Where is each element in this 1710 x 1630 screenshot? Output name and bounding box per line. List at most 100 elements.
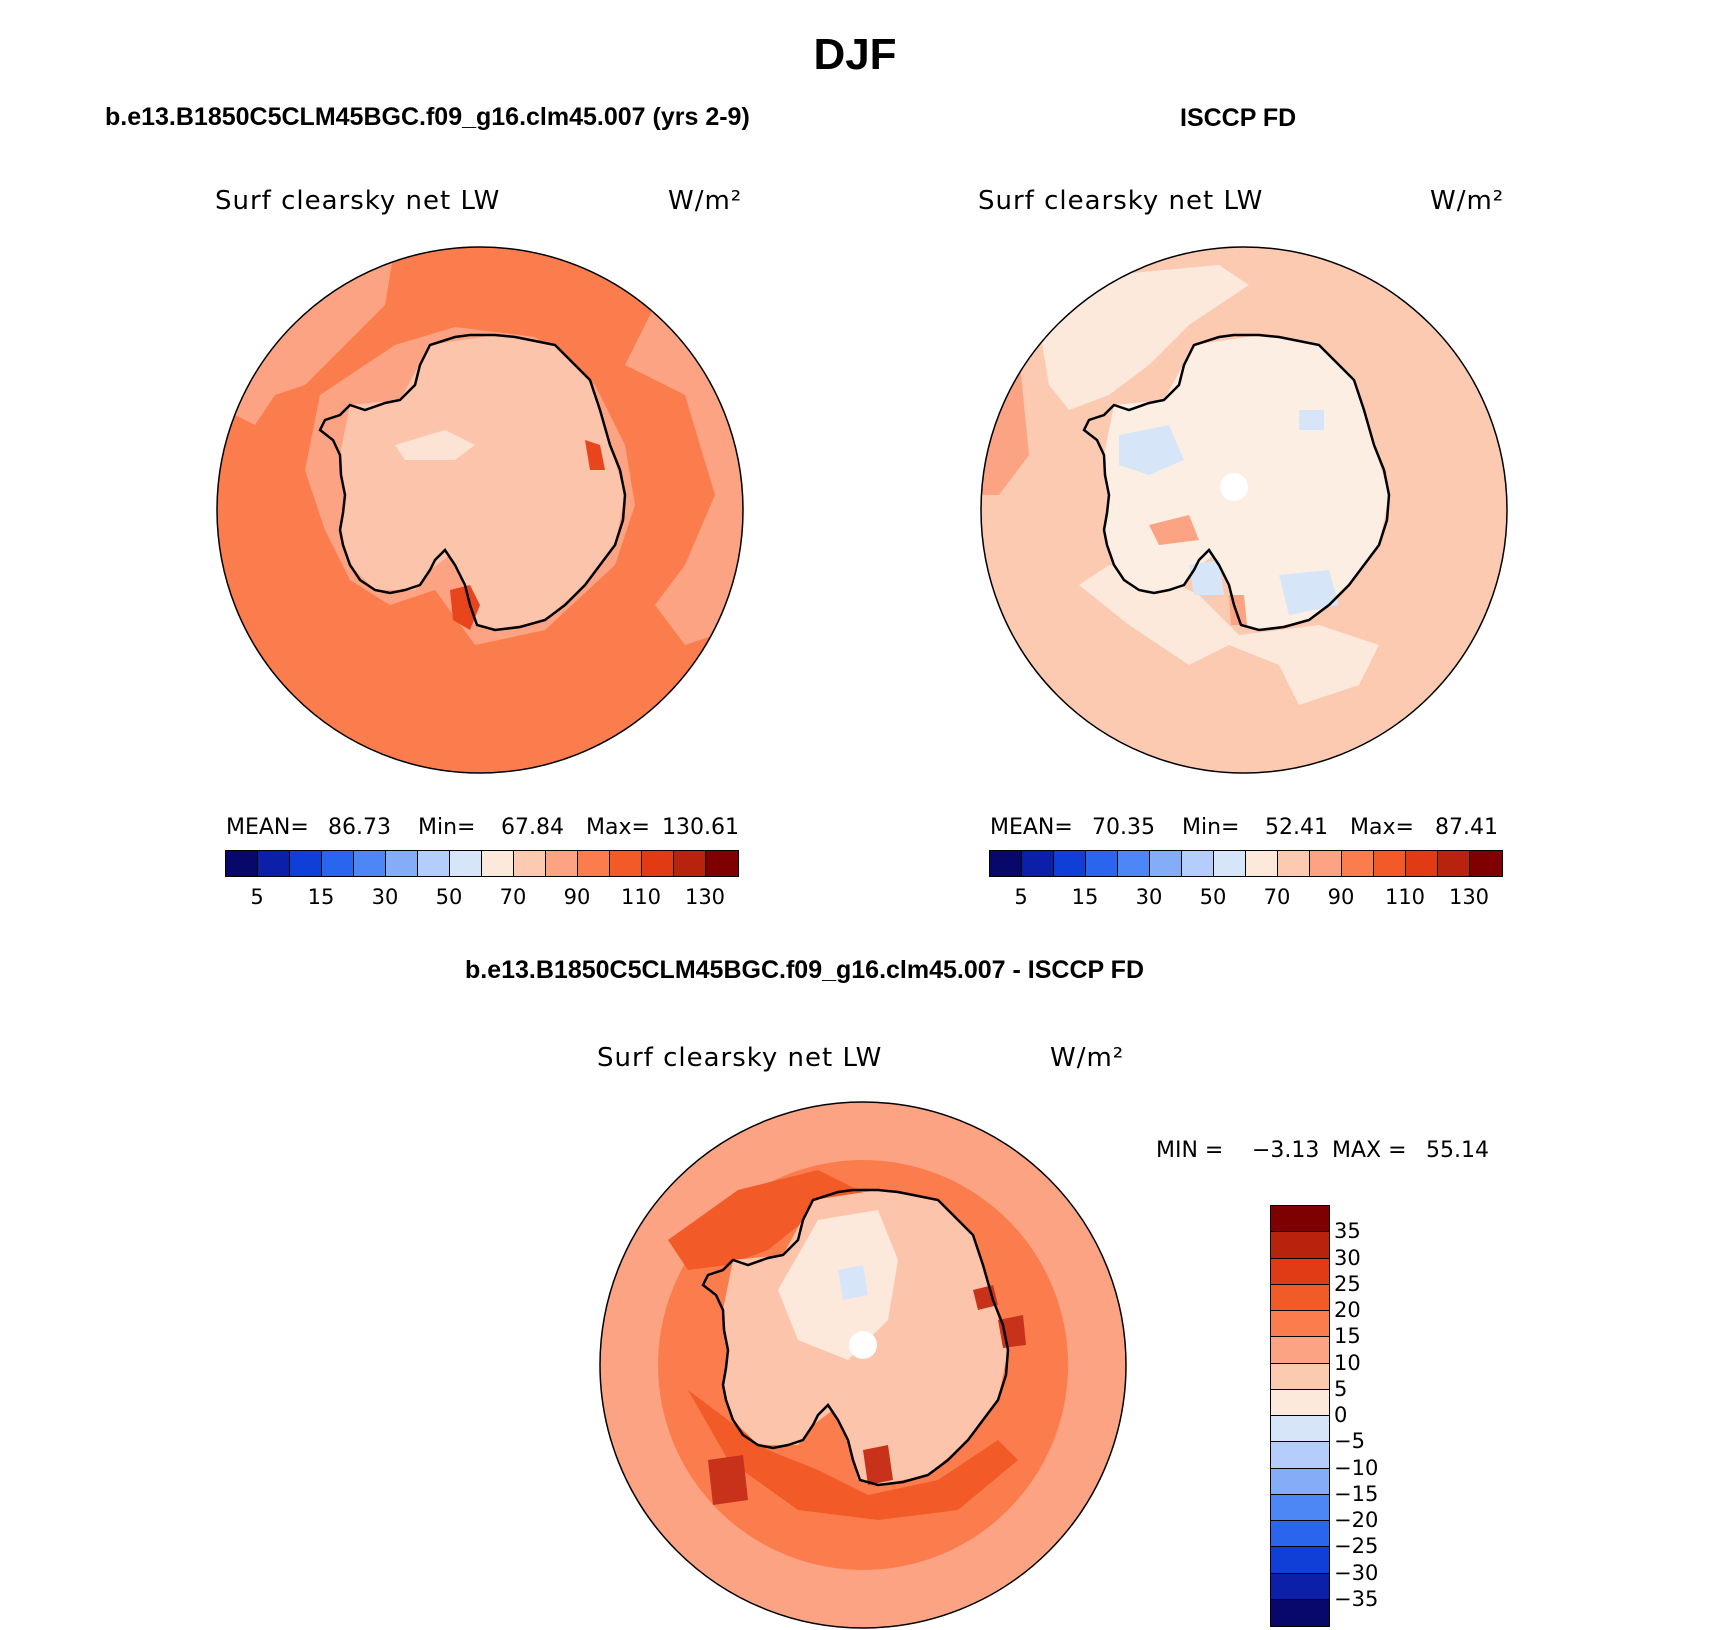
obs-colorbar-swatch xyxy=(1246,851,1278,876)
diff-min-label: MIN = xyxy=(1156,1138,1224,1163)
model-min-value: 67.84 xyxy=(501,815,564,840)
model-map-boundary xyxy=(216,246,744,774)
diff-colorbar-tick-label: −5 xyxy=(1334,1429,1365,1454)
diff-colorbar-tick-label: 10 xyxy=(1334,1350,1361,1375)
obs-cold-patch-4 xyxy=(1279,570,1339,615)
diff-colorbar-tick-label: 20 xyxy=(1334,1298,1361,1322)
model-hotspot-2 xyxy=(585,440,605,470)
obs-colorbar-tick-label: 70 xyxy=(1263,885,1291,909)
diff-coastline xyxy=(701,1188,1010,1487)
obs-colorbar-tick-label: 110 xyxy=(1384,885,1426,909)
diff-colorbar-swatch xyxy=(1271,1337,1329,1364)
obs-colorbar-swatch xyxy=(1086,851,1118,876)
model-colorbar-swatch xyxy=(610,851,642,876)
obs-max-value: 87.41 xyxy=(1435,815,1498,840)
model-colorbar-swatch xyxy=(546,851,578,876)
model-colorbar-swatch xyxy=(450,851,482,876)
model-polar-map xyxy=(216,246,744,774)
model-colorbar-swatch xyxy=(418,851,450,876)
obs-colorbar-tick-label: 90 xyxy=(1327,885,1355,909)
model-units-label: W/m² xyxy=(668,186,743,216)
diff-colorbar-tick-label: −10 xyxy=(1334,1455,1379,1480)
obs-min-label: Min= xyxy=(1182,815,1240,840)
model-field-label: Surf clearsky net LW xyxy=(215,186,501,216)
obs-polar-map xyxy=(980,246,1508,774)
diff-colorbar-swatch xyxy=(1271,1311,1329,1338)
obs-ocean-light-region-2 xyxy=(1079,565,1379,705)
diff-max-value: 55.14 xyxy=(1426,1138,1489,1163)
diff-min-value: −3.13 xyxy=(1252,1138,1320,1163)
model-max-label: Max= xyxy=(586,815,650,840)
obs-colorbar-tick-label: 15 xyxy=(1071,885,1099,909)
obs-colorbar-swatch xyxy=(1374,851,1406,876)
model-colorbar-swatch xyxy=(642,851,674,876)
obs-colorbar-swatch xyxy=(1150,851,1182,876)
model-colorbar-swatch xyxy=(290,851,322,876)
model-colorbar-swatch xyxy=(258,851,290,876)
obs-max-label: Max= xyxy=(1350,815,1414,840)
model-mean-label: MEAN= xyxy=(226,815,309,840)
diff-colorbar-swatch xyxy=(1271,1573,1329,1600)
diff-colorbar-swatch xyxy=(1271,1416,1329,1443)
diff-colorbar-swatch xyxy=(1271,1547,1329,1574)
diff-hotspot-2 xyxy=(708,1455,748,1505)
figure-title: DJF xyxy=(813,30,897,79)
diff-dark-band-2 xyxy=(688,1390,1018,1520)
obs-colorbar-swatch xyxy=(1470,851,1502,876)
diff-units-label: W/m² xyxy=(1050,1043,1125,1073)
obs-ocean-light-region xyxy=(1039,265,1249,410)
diff-colorbar-swatch xyxy=(1271,1284,1329,1311)
diff-colorbar xyxy=(1270,1205,1330,1627)
diff-colorbar-swatch xyxy=(1271,1363,1329,1390)
model-colorbar-tick-label: 5 xyxy=(250,885,264,909)
model-colorbar-swatch xyxy=(514,851,546,876)
model-ice-light-patch xyxy=(395,430,475,460)
diff-colorbar-tick-label: −20 xyxy=(1334,1508,1379,1532)
diff-hotspot-1 xyxy=(863,1445,893,1485)
model-antarctica-ice xyxy=(340,335,625,630)
obs-warm-patch-1 xyxy=(1149,515,1199,545)
obs-colorbar-tick-label: 30 xyxy=(1135,885,1163,909)
diff-colorbar-swatch xyxy=(1271,1494,1329,1521)
diff-colorbar-tick-label: 35 xyxy=(1334,1219,1361,1244)
diff-colorbar-swatch xyxy=(1271,1206,1329,1233)
obs-colorbar-swatch xyxy=(1406,851,1438,876)
model-colorbar-swatch xyxy=(706,851,738,876)
diff-colorbar-swatch xyxy=(1271,1599,1329,1626)
obs-cold-patch-2 xyxy=(1299,410,1324,430)
model-colorbar-ticks: 5 15 30 50 70 90 110 130 xyxy=(225,885,737,911)
diff-colorbar-tick-label: −35 xyxy=(1334,1586,1379,1611)
obs-stats: MEAN= 70.35 Min= 52.41 Max= 87.41 xyxy=(990,815,1510,845)
obs-units-label: W/m² xyxy=(1430,186,1505,216)
obs-field-label: Surf clearsky net LW xyxy=(978,186,1264,216)
diff-polar-map xyxy=(599,1101,1127,1629)
obs-coastline xyxy=(1082,333,1391,632)
diff-pole-hole xyxy=(849,1331,877,1359)
model-colorbar-tick-label: 15 xyxy=(307,885,335,909)
model-colorbar-tick-label: 90 xyxy=(563,885,591,909)
obs-panel-title: ISCCP FD xyxy=(1180,104,1297,132)
model-colorbar-swatch xyxy=(578,851,610,876)
obs-map-boundary xyxy=(980,246,1508,774)
model-colorbar-swatch xyxy=(354,851,386,876)
diff-colorbar-swatch xyxy=(1271,1468,1329,1495)
diff-cold-patch xyxy=(838,1265,868,1300)
model-colorbar-tick-label: 130 xyxy=(684,885,726,909)
diff-colorbar-swatch xyxy=(1271,1258,1329,1285)
obs-colorbar-swatch xyxy=(990,851,1022,876)
model-min-label: Min= xyxy=(418,815,476,840)
obs-colorbar-swatch xyxy=(1182,851,1214,876)
diff-colorbar-swatch xyxy=(1271,1521,1329,1548)
diff-stats: MIN = −3.13 MAX = 55.14 xyxy=(1156,1138,1556,1168)
diff-ice-light-region xyxy=(778,1210,898,1360)
obs-mean-label: MEAN= xyxy=(990,815,1073,840)
obs-colorbar-swatch xyxy=(1214,851,1246,876)
model-colorbar-swatch xyxy=(482,851,514,876)
obs-colorbar-swatch xyxy=(1054,851,1086,876)
obs-cold-patch-3 xyxy=(1189,560,1224,595)
obs-colorbar xyxy=(989,850,1503,877)
diff-colorbar-tick-label: 25 xyxy=(1334,1271,1361,1296)
diff-colorbar-tick-label: −25 xyxy=(1334,1534,1379,1559)
model-colorbar-swatch xyxy=(674,851,706,876)
obs-colorbar-tick-label: 130 xyxy=(1448,885,1490,909)
